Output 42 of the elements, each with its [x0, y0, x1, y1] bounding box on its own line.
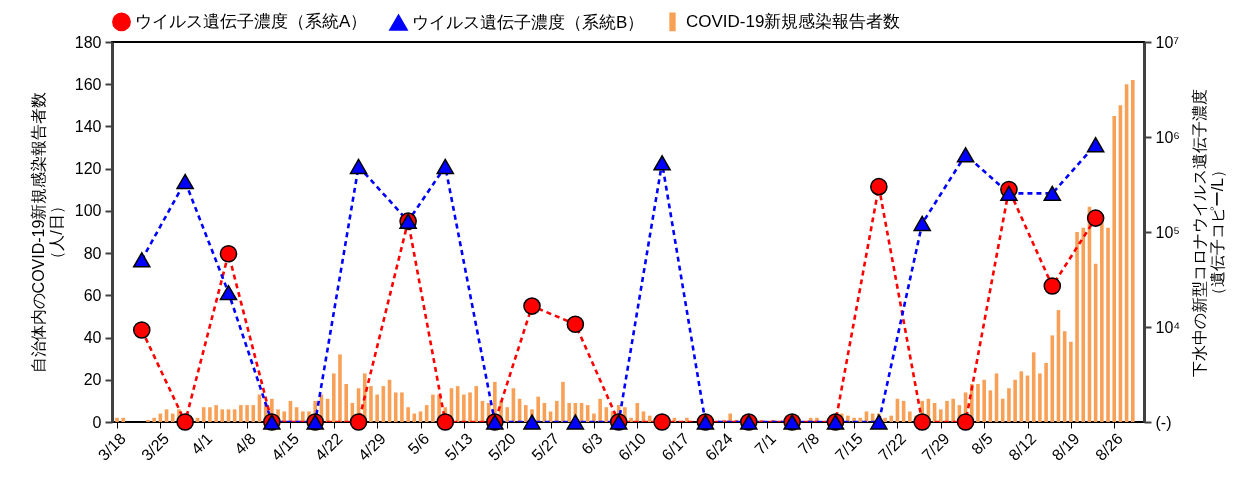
y-tick-label: 0: [92, 413, 102, 431]
x-tick-label: 8/12: [1005, 429, 1040, 464]
x-tick-label: 8/19: [1048, 429, 1083, 464]
x-tick-label: 3/25: [138, 429, 173, 464]
x-tick-label: 8/26: [1092, 429, 1127, 464]
legend-label: ウイルス遺伝子濃度（系統B）: [412, 12, 645, 32]
y2-tick-label: 10⁵: [1155, 223, 1180, 241]
y-tick-label: 20: [83, 371, 102, 389]
x-tick-label: 6/10: [615, 429, 650, 464]
x-tick-label: 4/29: [354, 429, 390, 464]
y-tick-label: 60: [83, 286, 102, 304]
y2-axis-title: 下水中の新型コロナウイルス遺伝子濃度（遺伝子コピー/L）: [1191, 88, 1227, 377]
x-tick-label: 3/18: [94, 429, 129, 464]
x-tick-label: 6/24: [701, 429, 736, 464]
x-tick-label: 4/22: [311, 429, 346, 464]
y2-tick-label: (-): [1155, 413, 1172, 431]
x-tick-label: 4/8: [231, 429, 259, 458]
legend-label: COVID-19新規感染報告者数: [686, 11, 901, 31]
x-tick-label: 7/1: [751, 429, 780, 458]
x-tick-label: 5/6: [404, 429, 433, 458]
y-tick-label: 120: [74, 160, 102, 178]
y2-tick-label: 10⁷: [1155, 33, 1180, 51]
y2-tick-label: 10⁴: [1155, 318, 1181, 336]
x-tick-label: 4/1: [187, 429, 216, 458]
x-tick-label: 7/8: [794, 429, 823, 458]
x-tick-label: 6/3: [577, 429, 606, 458]
y2-tick-label: 10⁶: [1155, 128, 1180, 146]
y-tick-label: 180: [74, 33, 102, 51]
y-tick-label: 40: [83, 329, 102, 347]
x-tick-label: 5/20: [484, 429, 520, 464]
x-tick-label: 7/22: [875, 429, 910, 464]
x-tick-label: 7/29: [918, 429, 953, 464]
x-tick-label: 4/15: [268, 429, 303, 464]
y-tick-label: 80: [83, 244, 102, 262]
x-tick-label: 5/13: [441, 429, 476, 464]
y-tick-label: 140: [74, 117, 102, 135]
legend-label: ウイルス遺伝子濃度（系統A）: [135, 11, 368, 31]
x-tick-label: 8/5: [968, 429, 997, 458]
y-tick-label: 160: [74, 75, 102, 93]
y-tick-label: 100: [74, 202, 102, 220]
y-axis-title: 自治体内のCOVID-19新規感染報告者数（人/日）: [29, 91, 65, 374]
x-tick-label: 7/15: [831, 429, 866, 464]
